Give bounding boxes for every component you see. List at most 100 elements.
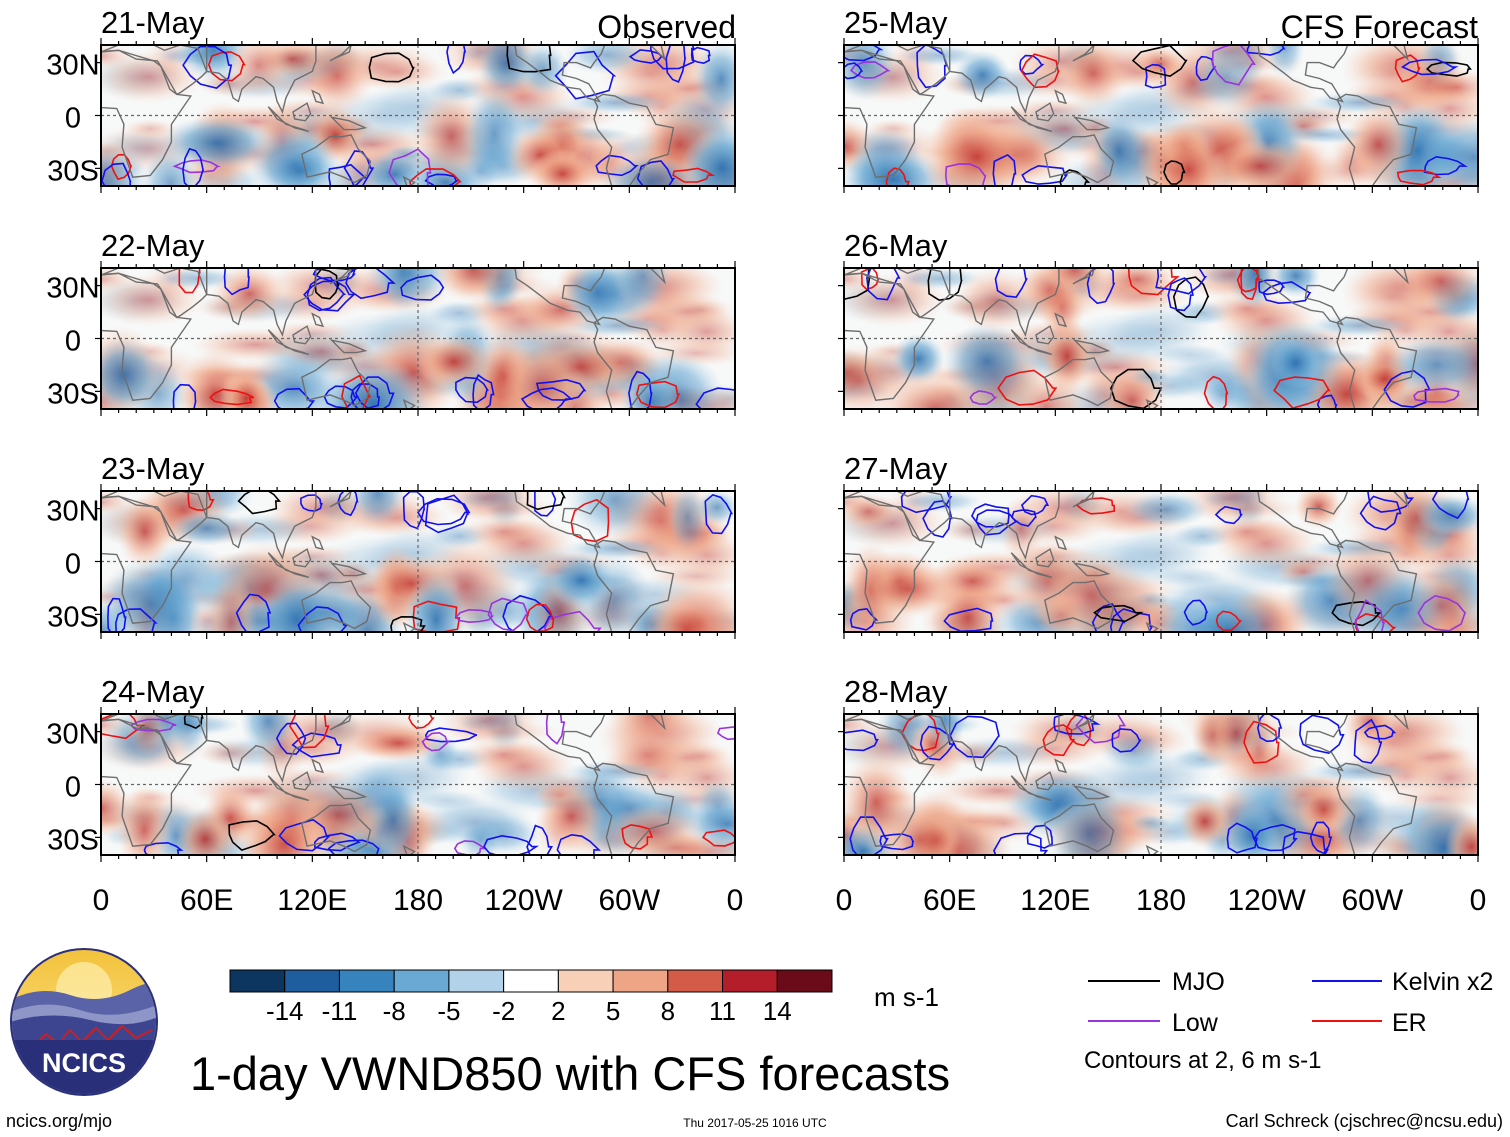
colorbar-swatch (557, 969, 614, 993)
anomaly-negative (1415, 494, 1478, 536)
anomaly-positive (211, 268, 289, 324)
kelvin-contour (278, 818, 332, 852)
kelvin-contour (1010, 509, 1037, 527)
coastline (1336, 762, 1418, 855)
colorbar-swatch (612, 969, 669, 993)
kelvin-contour (417, 497, 471, 526)
footer-url[interactable]: ncics.org/mjo (6, 1111, 112, 1131)
mjo-contour (368, 52, 415, 83)
anomaly-positive (601, 803, 706, 855)
coastline (1072, 491, 1095, 508)
low-contour (969, 390, 998, 405)
panel-date-label: 22-May (101, 228, 205, 263)
coastline (300, 580, 372, 630)
er-contour (341, 374, 372, 409)
coastline (649, 268, 666, 285)
anomaly-positive (1057, 45, 1130, 110)
kelvin-contour (313, 832, 361, 852)
map-panel-25-May: 25-May (838, 5, 1479, 193)
colorbar-swatch (393, 969, 450, 993)
coastline (514, 45, 606, 103)
coastline (206, 714, 317, 784)
mjo-contour (1131, 45, 1188, 78)
panel-date-label: 25-May (844, 5, 948, 40)
coastline (300, 803, 372, 853)
y-tick-label: 0 (65, 772, 81, 804)
anomaly-positive (299, 45, 375, 114)
colorbar-label: 11 (709, 996, 736, 1026)
contour-note: Contours at 2, 6 m s-1 (1084, 1047, 1321, 1074)
er-contour (997, 369, 1058, 406)
kelvin-contour (900, 491, 953, 514)
coastline (329, 339, 368, 354)
colorbar-label: -5 (437, 996, 460, 1026)
coastline (1054, 758, 1068, 774)
colorbar-swatch (338, 969, 395, 993)
colorbar-swatch (284, 969, 340, 993)
coastline (1072, 339, 1111, 354)
kelvin-contour (400, 274, 445, 301)
anomaly-positive (1342, 103, 1414, 186)
er-contour (1215, 610, 1243, 632)
kelvin-contour (1109, 608, 1154, 632)
x-tick-label: 120W (484, 884, 563, 917)
x-tick-label: 60E (180, 884, 233, 917)
er-contour (187, 491, 215, 512)
anomaly-negative (1417, 116, 1478, 186)
coastline (101, 45, 208, 96)
anomaly-positive (1445, 813, 1478, 855)
coastline (1336, 539, 1418, 632)
coastline (329, 45, 352, 62)
mjo-contour (228, 820, 276, 852)
anomaly-negative (667, 491, 708, 551)
map-panel-23-May: 30N 0 30S 23-May (46, 451, 736, 639)
kelvin-contour (1026, 824, 1054, 849)
coastline (1043, 803, 1115, 853)
x-tick-label: 60W (1341, 884, 1403, 917)
coastline (593, 316, 675, 409)
er-contour (1236, 268, 1261, 293)
anomaly-positive (225, 45, 292, 99)
kelvin-contour (1282, 830, 1330, 855)
coastline (329, 714, 352, 731)
anomaly-positive (116, 785, 172, 855)
kelvin-contour (849, 607, 879, 631)
coastline (292, 771, 312, 791)
coastline (844, 714, 951, 765)
kelvin-contour (1020, 494, 1050, 516)
kelvin-contour (628, 370, 653, 409)
kelvin-contour (1316, 394, 1338, 409)
coastline (1010, 552, 1053, 579)
kelvin-contour (695, 387, 735, 409)
kelvin-contour (1111, 728, 1142, 753)
anomaly-positive (1296, 783, 1352, 837)
anomaly-positive (1412, 68, 1478, 107)
colorbar-units: m s-1 (874, 982, 939, 1012)
mjo-contour (390, 615, 426, 632)
ncics-logo: NCICS (10, 948, 158, 1096)
y-tick-label: 30S (47, 155, 99, 187)
coastline (101, 491, 208, 542)
coastline (649, 45, 666, 62)
er-contour (178, 268, 201, 294)
anomaly-positive (607, 714, 695, 749)
anomaly-positive (1395, 268, 1478, 315)
coastline (1035, 325, 1055, 345)
coastline (267, 329, 310, 356)
low-contour (849, 61, 891, 79)
kelvin-contour (354, 376, 395, 409)
coastline (311, 535, 325, 551)
er-contour (1273, 376, 1331, 409)
anomaly-positive (1133, 45, 1186, 83)
kelvin-contour (328, 163, 368, 186)
coastline (514, 268, 606, 326)
kelvin-contour (1431, 491, 1470, 520)
y-tick-label: 30S (47, 378, 99, 410)
anomaly-negative (254, 572, 340, 632)
kelvin-contour (943, 607, 994, 632)
anomaly-positive (1203, 514, 1291, 549)
coastline (1054, 535, 1068, 551)
footer-author[interactable]: Carl Schreck (cjschrec@ncsu.edu) (1226, 1111, 1503, 1131)
anomaly-positive (844, 754, 914, 851)
anomaly-positive (849, 561, 968, 617)
